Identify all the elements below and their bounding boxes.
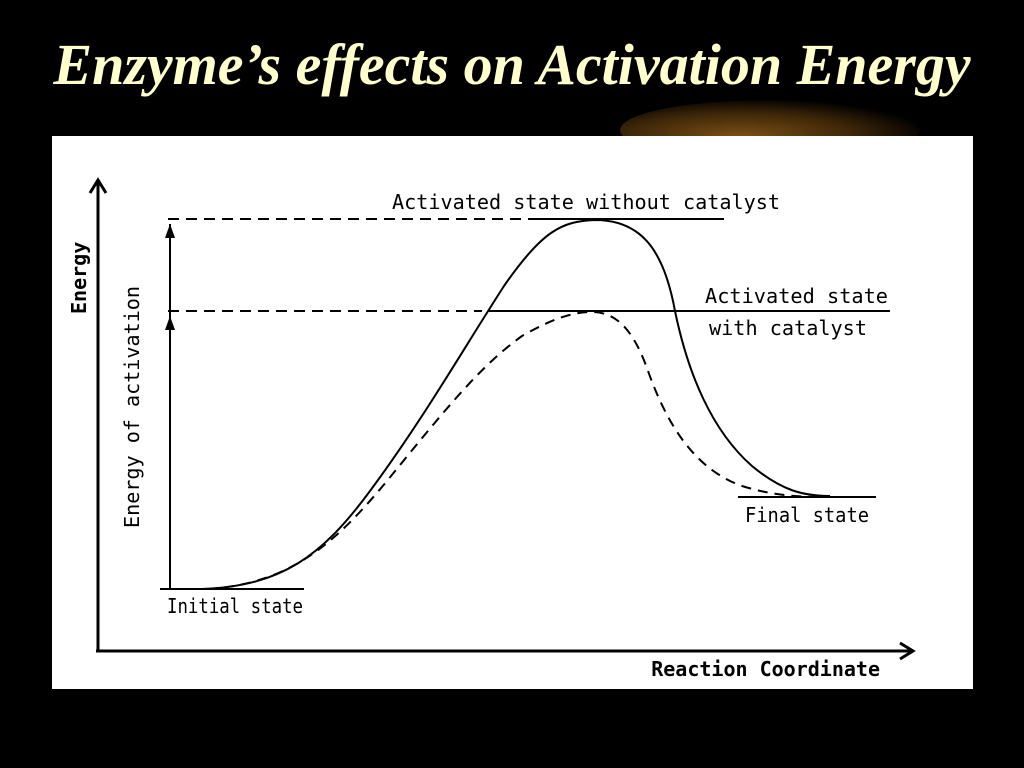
catalyzed-state-label-line1: Activated state <box>705 284 888 308</box>
y-axis-label: Energy <box>67 242 91 314</box>
final-state-label: Final state <box>745 503 869 527</box>
initial-state-label: Initial state <box>167 594 303 618</box>
slide-title: Enzyme’s effects on Activation Energy <box>53 32 971 97</box>
uncatalyzed-curve <box>201 218 831 590</box>
catalyzed-state-label-line2: with catalyst <box>709 316 867 340</box>
activation-arrow-head-upper <box>165 224 175 238</box>
x-axis-arrow <box>899 641 916 661</box>
diagram-panel: Energy Reaction Coordinate Energy of act… <box>52 136 973 689</box>
catalyzed-curve <box>206 310 831 590</box>
activation-energy-label: Energy of activation <box>120 286 144 528</box>
x-axis-label: Reaction Coordinate <box>651 657 880 681</box>
activation-arrow-head-lower <box>165 316 175 330</box>
energy-diagram: Energy Reaction Coordinate Energy of act… <box>67 177 916 681</box>
y-axis-arrow <box>88 177 108 194</box>
uncatalyzed-state-label: Activated state without catalyst <box>392 190 780 214</box>
